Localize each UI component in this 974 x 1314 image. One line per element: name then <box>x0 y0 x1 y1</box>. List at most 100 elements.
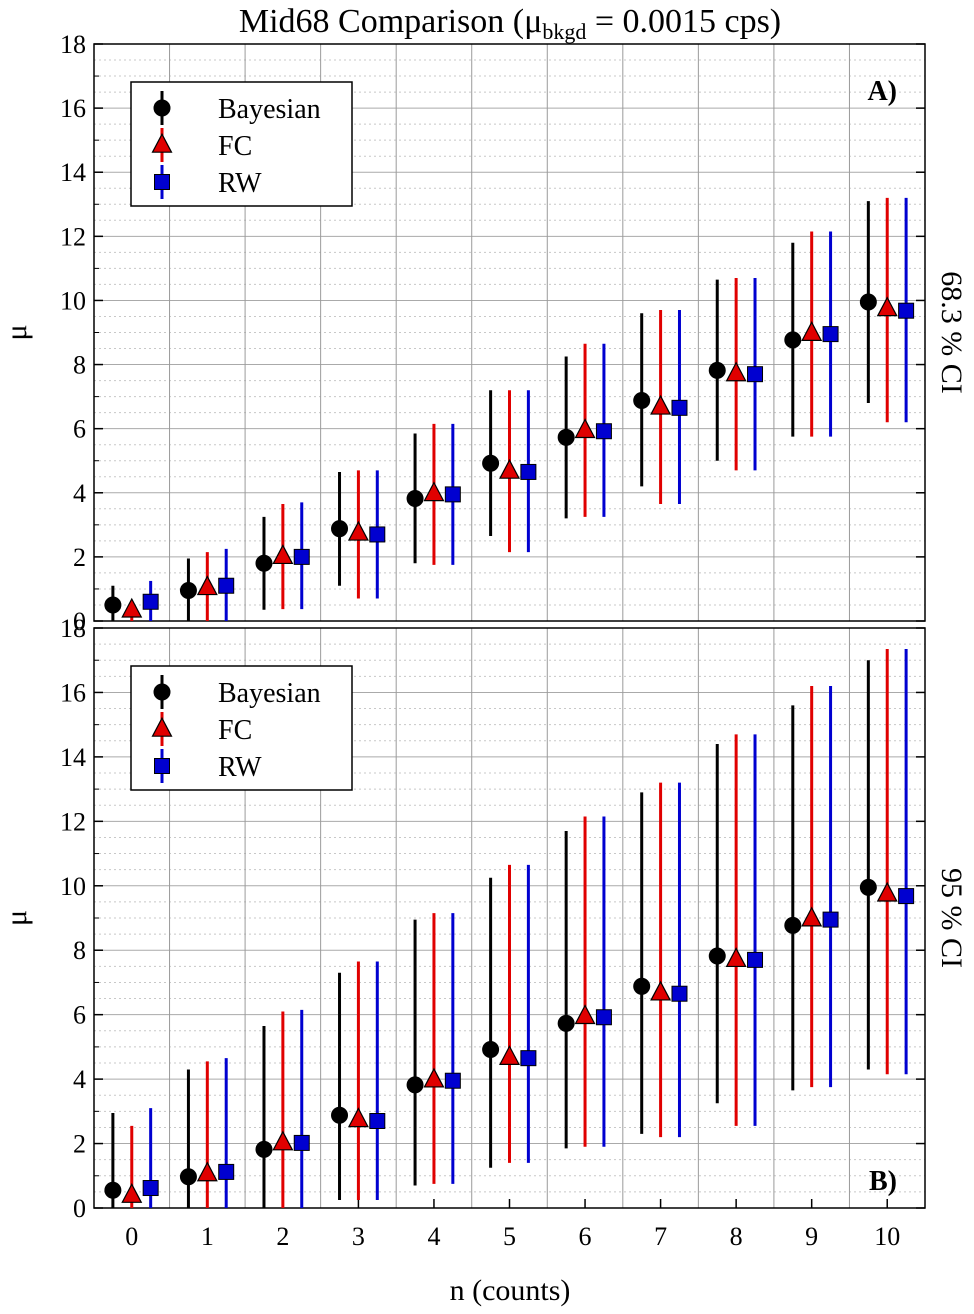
data-point-circle <box>859 878 877 896</box>
data-point-square <box>293 548 310 565</box>
x-tick-label: 2 <box>276 1222 289 1251</box>
series-fc <box>121 197 898 621</box>
data-point-circle <box>784 331 802 349</box>
series-fc <box>121 648 898 1208</box>
x-tick-label: 3 <box>352 1222 365 1251</box>
data-point-square <box>747 951 764 968</box>
y-tick-label: 12 <box>60 222 86 251</box>
legend-item-rw: RW <box>154 749 262 783</box>
data-point-circle <box>406 490 424 508</box>
legend-item-fc: FC <box>151 128 252 162</box>
x-axis-label: n (counts) <box>450 1274 571 1307</box>
data-point-circle <box>633 977 651 995</box>
data-point-circle <box>331 520 349 538</box>
data-point-triangle <box>347 1107 369 1128</box>
data-point-triangle <box>196 1161 218 1182</box>
legend: Bayesian FC RW <box>130 665 353 791</box>
data-point-circle <box>482 454 500 472</box>
data-point-triangle <box>801 906 823 927</box>
y-tick-label: 16 <box>60 678 86 707</box>
y-tick-label: 14 <box>60 158 86 187</box>
series-rw <box>142 197 915 621</box>
y-tick-label: 8 <box>73 351 86 380</box>
data-point-circle <box>255 1140 273 1158</box>
data-point-triangle <box>499 458 520 479</box>
legend-label: Bayesian <box>218 678 321 709</box>
y-axis-label: μ <box>0 910 33 926</box>
legend-item-bayesian: Bayesian <box>153 91 321 125</box>
panel-label: B) <box>869 1166 897 1197</box>
data-point-triangle <box>423 1067 445 1088</box>
data-point-triangle <box>574 1004 596 1025</box>
panel-a: 0 2 4 6 8 10 12 14 16 18 μ 68.3 % CI A) Bayesian FC RW <box>0 30 968 636</box>
y-tick-label: 10 <box>60 872 86 901</box>
data-point-triangle <box>650 394 672 415</box>
data-point-triangle <box>725 361 747 382</box>
y-tick-label: 4 <box>73 479 86 508</box>
series-bayesian <box>104 201 877 621</box>
data-point-circle <box>104 1181 122 1199</box>
data-point-square <box>369 1113 386 1129</box>
data-point-square <box>671 985 688 1002</box>
data-point-triangle <box>423 481 445 502</box>
data-point-square <box>595 1009 612 1026</box>
data-point-square <box>154 174 170 190</box>
data-point-circle <box>331 1106 349 1124</box>
data-point-triangle <box>876 881 898 902</box>
chart-title: Mid68 Comparison (μbkgd = 0.0015 cps) <box>239 3 781 44</box>
data-point-triangle <box>725 947 747 968</box>
legend-item-rw: RW <box>154 165 262 199</box>
data-point-square <box>142 1180 159 1197</box>
y-tick-label: 6 <box>73 1001 86 1030</box>
data-point-triangle <box>151 716 173 737</box>
legend-label: FC <box>218 715 252 746</box>
confidence-level-label: 95 % CI <box>935 868 968 968</box>
x-tick-label: 8 <box>730 1222 743 1251</box>
data-point-square <box>154 758 170 774</box>
y-tick-label: 18 <box>60 614 86 643</box>
data-point-square <box>218 577 235 594</box>
data-point-square <box>444 486 461 503</box>
y-tick-label: 6 <box>73 415 86 444</box>
x-tick-label: 0 <box>125 1222 138 1251</box>
legend-label: RW <box>218 752 262 783</box>
data-point-triangle <box>121 597 143 618</box>
data-point-triangle <box>650 980 672 1001</box>
data-point-circle <box>255 554 273 572</box>
x-tick-label: 1 <box>201 1222 214 1251</box>
legend-item-bayesian: Bayesian <box>153 675 321 709</box>
data-point-triangle <box>499 1045 520 1066</box>
data-point-circle <box>179 1168 197 1186</box>
legend-item-fc: FC <box>151 712 252 746</box>
legend-label: FC <box>218 131 252 162</box>
x-tick-label: 6 <box>579 1222 592 1251</box>
data-point-circle <box>784 916 802 934</box>
data-point-square <box>142 593 159 610</box>
data-point-square <box>671 399 688 416</box>
data-point-square <box>822 326 839 343</box>
panel-label: A) <box>867 76 897 107</box>
data-point-square <box>218 1163 235 1180</box>
y-tick-label: 14 <box>60 743 86 772</box>
y-tick-label: 8 <box>73 936 86 965</box>
data-point-circle <box>179 582 197 600</box>
data-point-triangle <box>121 1183 143 1203</box>
data-point-square <box>520 1050 537 1067</box>
data-point-triangle <box>196 575 218 596</box>
data-point-circle <box>708 361 726 379</box>
x-tick-label: 5 <box>503 1222 516 1251</box>
series-rw <box>142 648 915 1208</box>
x-tick-label: 10 <box>874 1222 900 1251</box>
data-point-circle <box>859 293 877 311</box>
x-tick-label: 7 <box>654 1222 667 1251</box>
legend-label: Bayesian <box>218 94 321 125</box>
data-point-square <box>520 463 537 480</box>
data-point-circle <box>406 1076 424 1094</box>
data-point-triangle <box>151 132 173 153</box>
data-point-triangle <box>574 418 596 439</box>
data-point-circle <box>708 947 726 965</box>
legend-label: RW <box>218 168 262 199</box>
y-tick-label: 18 <box>60 30 86 59</box>
y-axis-label: μ <box>0 324 33 340</box>
